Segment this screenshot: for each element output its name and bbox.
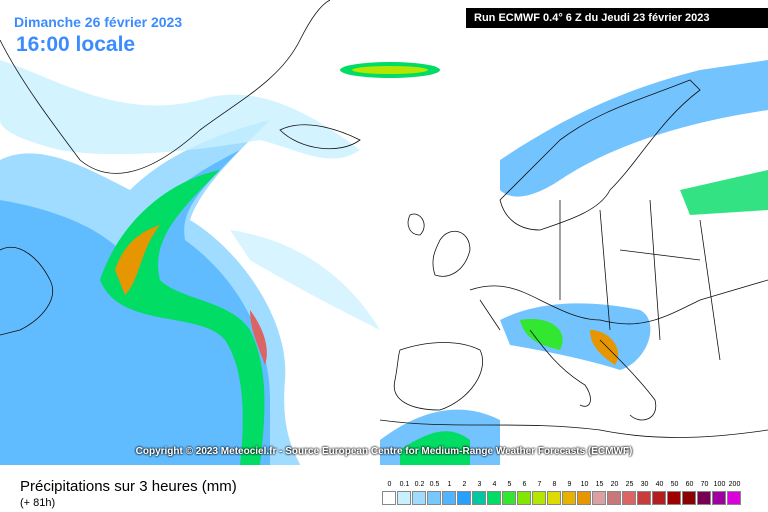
legend-label: 2 [462, 481, 467, 488]
legend-item: 10 [577, 481, 592, 505]
legend-label: 0.5 [429, 481, 440, 488]
legend-item: 30 [637, 481, 652, 505]
legend-item: 100 [712, 481, 727, 505]
legend-swatch [577, 491, 591, 505]
legend-label: 8 [552, 481, 557, 488]
legend-item: 0 [382, 481, 397, 505]
legend-item: 6 [517, 481, 532, 505]
legend-label: 40 [655, 481, 664, 488]
legend-swatch [637, 491, 651, 505]
legend-label: 4 [492, 481, 497, 488]
legend-label: 10 [580, 481, 589, 488]
copyright: Copyright © 2023 Meteociel.fr - Source E… [135, 446, 633, 457]
legend-swatch [697, 491, 711, 505]
legend-label: 30 [640, 481, 649, 488]
legend-swatch [532, 491, 546, 505]
legend-item: 3 [472, 481, 487, 505]
legend-item: 200 [727, 481, 742, 505]
legend-item: 20 [607, 481, 622, 505]
legend-item: 70 [697, 481, 712, 505]
legend-item: 60 [682, 481, 697, 505]
legend-label: 7 [537, 481, 542, 488]
legend-swatch [472, 491, 486, 505]
legend-swatch [727, 491, 741, 505]
legend-item: 0.1 [397, 481, 412, 505]
legend-swatch [427, 491, 441, 505]
legend-swatch [622, 491, 636, 505]
legend-label: 60 [685, 481, 694, 488]
legend-item: 15 [592, 481, 607, 505]
legend-swatch [547, 491, 561, 505]
legend-swatch [517, 491, 531, 505]
legend-swatch [592, 491, 606, 505]
legend-label: 1 [447, 481, 452, 488]
legend-swatch [502, 491, 516, 505]
legend-label: 25 [625, 481, 634, 488]
legend-swatch [397, 491, 411, 505]
legend-swatch [442, 491, 456, 505]
map [0, 0, 768, 465]
legend-swatch [412, 491, 426, 505]
legend-label: 0 [387, 481, 392, 488]
legend-swatch [382, 491, 396, 505]
legend-label: 20 [610, 481, 619, 488]
legend-swatch [487, 491, 501, 505]
legend-label: 5 [507, 481, 512, 488]
forecast-time: 16:00 locale [16, 33, 136, 56]
legend-item: 40 [652, 481, 667, 505]
coastlines [0, 0, 768, 438]
legend-swatch [682, 491, 696, 505]
legend-swatch [667, 491, 681, 505]
legend-label: 6 [522, 481, 527, 488]
legend-label: 50 [670, 481, 679, 488]
legend-swatch [712, 491, 726, 505]
legend-item: 8 [547, 481, 562, 505]
run-banner: Run ECMWF 0.4° 6 Z du Jeudi 23 février 2… [466, 8, 768, 28]
legend-label: 9 [567, 481, 572, 488]
legend-label: 15 [595, 481, 604, 488]
legend-item: 4 [487, 481, 502, 505]
legend-swatch [562, 491, 576, 505]
legend-item: 9 [562, 481, 577, 505]
legend-label: 0.1 [399, 481, 410, 488]
legend-swatch [457, 491, 471, 505]
legend-item: 0.2 [412, 481, 427, 505]
footer: Précipitations sur 3 heures (mm) (+ 81h)… [0, 465, 768, 512]
legend-label: 3 [477, 481, 482, 488]
legend-item: 50 [667, 481, 682, 505]
forecast-date: Dimanche 26 février 2023 [14, 14, 183, 30]
legend-item: 25 [622, 481, 637, 505]
legend-swatch [607, 491, 621, 505]
precipitation [0, 60, 768, 465]
legend-label: 70 [700, 481, 709, 488]
legend-label: 200 [728, 481, 741, 488]
legend-label: 100 [713, 481, 726, 488]
legend-item: 0.5 [427, 481, 442, 505]
legend-item: 5 [502, 481, 517, 505]
legend-item: 2 [457, 481, 472, 505]
lead-time: (+ 81h) [20, 497, 56, 509]
legend-item: 7 [532, 481, 547, 505]
map-title: Précipitations sur 3 heures (mm) [20, 478, 237, 495]
legend-item: 1 [442, 481, 457, 505]
legend-swatch [652, 491, 666, 505]
legend-label: 0.2 [414, 481, 425, 488]
